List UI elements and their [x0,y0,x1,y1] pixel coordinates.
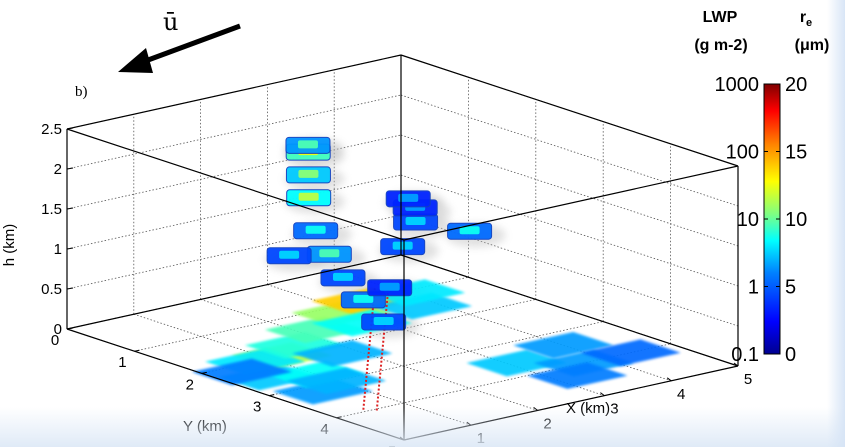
cloud-cell-core [298,169,319,178]
ship-track-segment [362,288,376,410]
x-tick [600,392,605,397]
frame-edge [66,54,402,130]
frame-edge [400,254,739,367]
frame-edge [400,54,739,167]
re-subscript: e [806,17,812,29]
h-tick [66,287,74,290]
cloud-cells [266,136,493,331]
y-tick [134,349,140,352]
re-tick-label: 10 [785,209,807,231]
lwp-patch [466,349,567,377]
x-tick-label: 3 [610,401,618,418]
re-units: (μm) [795,37,830,54]
colorbar: 1000 100 10 1 0.1 20 15 10 5 0 [715,74,808,366]
ship-track-segment [375,289,390,411]
cloud-cell-core [405,217,426,226]
grid-line [400,94,739,207]
lwp-patch [513,332,614,359]
wind-arrow [118,23,241,73]
y-tick-label: 1 [118,354,126,371]
lwp-title: LWP [703,9,738,26]
lwp-tick-label: 0.1 [731,344,759,366]
frame-edge [403,165,739,241]
x-tick [733,362,739,367]
grid-line [66,134,402,210]
lwp-tick-label: 1 [748,277,759,299]
re-title: re [800,9,812,29]
cloud-cell-core [298,192,319,201]
cloud-cell-core [297,140,318,149]
panel-label: b) [75,84,88,100]
y-tick [336,416,342,419]
grid-line [134,276,469,352]
cloud-cell-core [379,282,400,291]
re-tick-label: 15 [785,142,807,164]
cloud-cell-core [392,241,413,250]
wind-symbol: ū [163,8,178,36]
cloud-cell-core [279,250,300,259]
y-tick [403,438,410,441]
y-tick-label: 4 [320,421,328,438]
cloud-cell-core [305,225,326,234]
x-tick-label: 4 [677,386,685,403]
h-axis-label: h (km) [1,224,18,267]
cloud-cell-core [332,272,353,281]
h-tick-label: 0.5 [41,281,62,298]
y-tick-label: 3 [253,399,261,416]
lwp-patch [285,367,387,395]
lwp-patch [292,340,393,367]
re-tick-label: 20 [785,74,807,96]
lwp-patch [580,339,681,366]
lwp-tick-label: 1000 [715,74,760,96]
grid-line [66,94,402,170]
y-tick-label: 0 [51,332,59,349]
x-axis-label: X (km) [566,400,610,417]
h-tick-label: 2 [54,161,62,178]
h-tick-label: 1.5 [41,201,62,218]
y-tick-label: 2 [186,376,194,393]
y-tick-label: 5 [388,443,396,447]
lwp-tick-label: 100 [726,142,759,164]
lwp-patch [364,279,466,307]
lwp-units-text: (g m-2) [694,37,747,54]
cloud-cell-core [398,193,419,202]
y-tick [201,371,207,374]
grid-line [66,174,402,250]
h-tick [66,127,74,130]
cloud-cell-core [459,226,480,235]
y-tick [66,327,73,330]
cloud-cell-core [319,249,340,258]
cloud-cell-core [353,294,374,303]
lwp-patch [527,362,628,389]
lwp-tick-label: 10 [737,209,759,231]
re-title-text: r [800,9,806,26]
frame-edge [66,128,405,241]
grid-line [336,343,671,419]
h-tick [66,247,74,250]
cloud-cell-core [373,316,394,325]
y-axis-label: Y (km) [183,418,227,435]
frame-edge [66,254,402,330]
re-tick-label: 5 [785,277,796,299]
h-tick-label: 2.5 [41,121,62,138]
ship-track-line [362,288,390,411]
x-tick-label: 1 [477,430,485,447]
h-tick-label: 1 [54,241,62,258]
h-tick-label: 0 [54,321,62,338]
x-tick [666,377,672,382]
h-tick [66,207,74,210]
lwp-patch [371,292,473,320]
y-tick [269,394,275,397]
x-tick-label: 5 [744,371,752,388]
grid-line [66,214,402,290]
lwp-ground-field [191,279,681,405]
lwp-units: (g m-2) [694,37,747,54]
re-tick-label: 0 [785,344,796,366]
x-tick-label: 2 [543,415,551,432]
h-tick [66,167,74,170]
